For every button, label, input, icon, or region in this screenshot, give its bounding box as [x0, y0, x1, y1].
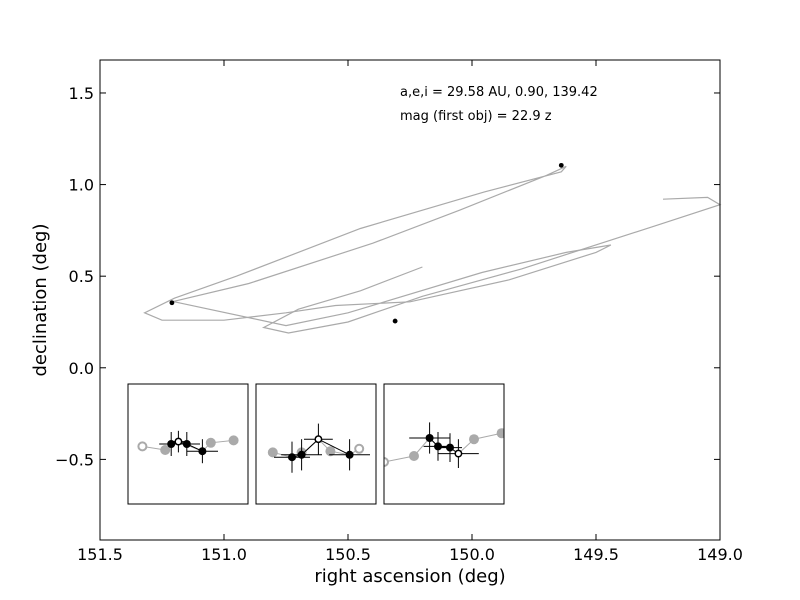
- inset-panel-1: [127, 383, 249, 505]
- inset-panels: [127, 383, 505, 505]
- inset-black-open-point: [174, 437, 183, 446]
- magnitude-annotation: mag (first obj) = 22.9 z: [400, 109, 552, 124]
- x-tick-label: 150.5: [325, 545, 371, 564]
- inset-content: [384, 422, 504, 468]
- orbit-parameters-annotation: a,e,i = 29.58 AU, 0.90, 139.42: [400, 85, 598, 100]
- y-axis-label: declination (deg): [30, 223, 51, 376]
- inset-black-point: [297, 450, 306, 459]
- inset-background: [256, 384, 376, 504]
- y-tick-label: 1.5: [69, 84, 94, 103]
- inset-black-point: [345, 450, 354, 459]
- x-tick-label: 150.0: [449, 545, 495, 564]
- inset-black-point: [198, 447, 207, 456]
- object-point-3: [558, 162, 564, 168]
- inset-black-open-point: [314, 435, 323, 444]
- inset-object-line: [291, 438, 350, 458]
- inset-panel-2: [255, 383, 377, 505]
- inset-gray-point: [469, 434, 479, 445]
- y-tick-label: −0.5: [55, 450, 94, 469]
- inset-gray-point: [496, 428, 504, 439]
- orbit-ellipse-1: [143, 165, 612, 327]
- x-tick-label: 151.0: [201, 545, 247, 564]
- inset-gray-open-point: [137, 441, 148, 452]
- y-tick-label: 0.5: [69, 267, 94, 286]
- inset-gray-point: [160, 445, 171, 455]
- object-point-1: [169, 300, 175, 306]
- inset-black-open-point: [454, 449, 463, 458]
- inset-frame: [255, 383, 377, 505]
- inset-gray-open-point: [354, 443, 365, 454]
- object-points: [169, 162, 564, 324]
- inset-gray-point: [409, 451, 419, 461]
- y-tick-label: 0.0: [69, 359, 94, 378]
- inset-panel-3: [383, 383, 505, 505]
- inset-content: [267, 423, 370, 473]
- axis-ticks: 151.5 151.0 150.5 150.0 149.5 149.0 −0.5 0.0 0.5…: [55, 60, 743, 564]
- inset-black-point: [167, 440, 176, 448]
- inset-gray-point: [228, 435, 239, 446]
- orbit-ellipses: [143, 165, 722, 334]
- inset-object-line: [429, 437, 459, 455]
- x-axis-label: right ascension (deg): [314, 566, 505, 587]
- inset-content: [137, 430, 239, 464]
- inset-black-point: [288, 453, 296, 462]
- inset-gray-point: [325, 446, 336, 457]
- y-tick-label: 1.0: [69, 176, 94, 195]
- orbit-ellipse-2: [261, 196, 722, 334]
- inset-gray-point: [205, 437, 216, 448]
- inset-frame: [383, 383, 505, 505]
- inset-black-point: [434, 442, 442, 451]
- inset-gray-open-point: [384, 457, 389, 467]
- inset-background: [384, 384, 504, 504]
- inset-black-point: [446, 443, 454, 452]
- inset-black-point: [425, 434, 434, 442]
- inset-gray-point: [267, 447, 278, 458]
- inset-black-point: [182, 440, 191, 448]
- inset-frame: [127, 383, 249, 505]
- plot-frame: [99, 59, 721, 541]
- object-point-2: [392, 318, 398, 324]
- x-tick-label: 151.5: [77, 545, 123, 564]
- x-tick-label: 149.5: [573, 545, 619, 564]
- x-tick-label: 149.0: [697, 545, 743, 564]
